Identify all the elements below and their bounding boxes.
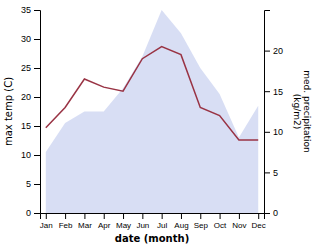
- axis-line: [265, 11, 271, 214]
- tick-label: 25: [21, 63, 31, 73]
- y2-label: med. precipitation(kg/m2): [292, 70, 312, 152]
- tick-label: Jan: [40, 221, 53, 230]
- tick-label: 0: [26, 208, 31, 218]
- area: [46, 10, 258, 213]
- y2-label-line: med. precipitation: [302, 70, 312, 152]
- tick-mark: [239, 213, 240, 219]
- tick-label: 35: [21, 5, 31, 15]
- tick-mark: [34, 155, 40, 156]
- tick-label: 5: [273, 168, 278, 178]
- tick: 0: [264, 208, 278, 218]
- tick-label: Sep: [194, 221, 209, 230]
- x-tick: Dec: [252, 213, 266, 230]
- tick: 5: [26, 179, 40, 189]
- x-tick: May: [116, 213, 131, 230]
- tick-label: 0: [273, 208, 278, 218]
- axis-line: [34, 11, 41, 214]
- tick-mark: [264, 213, 270, 214]
- x-tick: Aug: [174, 213, 188, 230]
- tick: 15: [21, 121, 40, 131]
- x-tick: Oct: [214, 213, 227, 230]
- tick-mark: [34, 126, 40, 127]
- tick-label: Oct: [214, 221, 227, 230]
- tick-label: 30: [21, 34, 31, 44]
- tick-label: Feb: [59, 221, 73, 230]
- tick-mark: [84, 213, 85, 219]
- tick-label: May: [116, 221, 131, 230]
- tick-mark: [34, 97, 40, 98]
- tick-mark: [181, 213, 182, 219]
- y2-label-line: (kg/m2): [292, 94, 302, 129]
- tick: 35: [21, 5, 40, 15]
- x-tick: Jul: [157, 213, 167, 230]
- tick-label: Aug: [174, 221, 188, 230]
- tick-mark: [34, 10, 40, 11]
- x-axis: Jan Feb Mar Apr May Jun Jul Aug Sep Oct Nov Dec: [40, 213, 266, 230]
- tick-mark: [104, 213, 105, 219]
- tick-mark: [34, 39, 40, 40]
- tick-label: 5: [26, 179, 31, 189]
- x-tick: Mar: [78, 213, 92, 230]
- tick-label: Nov: [232, 221, 246, 230]
- tick-label: Apr: [98, 221, 111, 230]
- tick-mark: [34, 184, 40, 185]
- tick-mark: [264, 91, 270, 92]
- tick-mark: [264, 51, 270, 52]
- tick-label: 10: [21, 150, 31, 160]
- tick-label: Dec: [252, 221, 266, 230]
- y2-axis: 0 5 10 15 20: [264, 11, 283, 219]
- tick: 10: [21, 150, 40, 160]
- tick: 25: [21, 63, 40, 73]
- y-label: max temp (C): [3, 77, 14, 146]
- tick-mark: [123, 213, 124, 219]
- tick-mark: [46, 213, 47, 219]
- tick-label: Jul: [157, 221, 167, 230]
- chart: Jan Feb Mar Apr May Jun Jul Aug Sep Oct Nov Dec 0 5 10…: [0, 0, 318, 247]
- tick: 30: [21, 34, 40, 44]
- x-tick: Nov: [232, 213, 246, 230]
- marks: [46, 10, 258, 213]
- x-tick: Jun: [136, 213, 149, 230]
- tick-mark: [264, 172, 270, 173]
- x-tick: Feb: [59, 213, 73, 230]
- tick-label: 15: [21, 121, 31, 131]
- tick-mark: [34, 68, 40, 69]
- tick: 15: [264, 87, 283, 97]
- tick: 0: [26, 208, 40, 218]
- tick-label: Jun: [136, 221, 149, 230]
- tick-mark: [258, 213, 259, 219]
- x-label: date (month): [115, 233, 189, 244]
- x-tick: Apr: [98, 213, 111, 230]
- tick-mark: [142, 213, 143, 219]
- plot: Jan Feb Mar Apr May Jun Jul Aug Sep Oct Nov Dec 0 5 10…: [3, 5, 312, 244]
- tick-mark: [162, 213, 163, 219]
- tick-mark: [34, 213, 40, 214]
- y-axis: 0 5 10 15 20 25 30 35: [21, 5, 41, 218]
- tick-mark: [65, 213, 66, 219]
- tick: 5: [264, 168, 278, 178]
- tick-label: 15: [273, 87, 283, 97]
- tick-label: 20: [21, 92, 31, 102]
- tick: 10: [264, 127, 283, 137]
- tick-mark: [264, 132, 270, 133]
- x-tick: Sep: [194, 213, 209, 230]
- tick: 20: [21, 92, 40, 102]
- axis-line: [41, 214, 265, 220]
- x-tick: Jan: [40, 213, 53, 230]
- line: [46, 47, 258, 140]
- tick-mark: [200, 213, 201, 219]
- tick-label: 10: [273, 127, 283, 137]
- tick-label: Mar: [78, 221, 92, 230]
- tick: 20: [264, 46, 283, 56]
- tick-mark: [220, 213, 221, 219]
- tick-label: 20: [273, 46, 283, 56]
